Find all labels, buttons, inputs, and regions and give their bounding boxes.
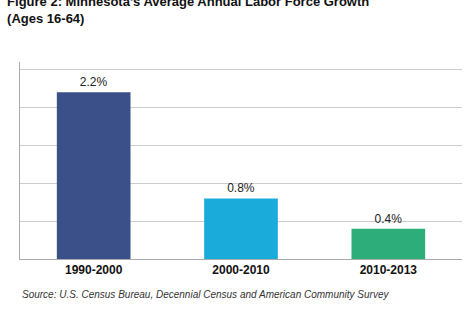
svg-text:2010-2013: 2010-2013 (360, 263, 418, 277)
svg-text:Source: U.S. Census Bureau, De: Source: U.S. Census Bureau, Decennial Ce… (22, 289, 389, 300)
svg-text:0.8%: 0.8% (227, 181, 255, 195)
svg-text:1990-2000: 1990-2000 (65, 263, 123, 277)
svg-text:2.2%: 2.2% (80, 75, 108, 89)
svg-text:2000-2010: 2000-2010 (212, 263, 270, 277)
svg-text:Figure 2: Minnesota’s Average: Figure 2: Minnesota’s Average Annual Lab… (7, 0, 369, 26)
svg-text:0.4%: 0.4% (374, 212, 402, 226)
